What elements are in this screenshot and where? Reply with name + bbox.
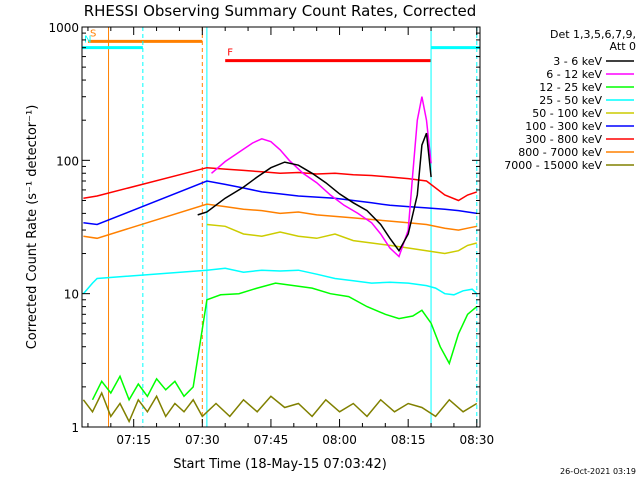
y-tick-label: 1000 <box>48 21 79 35</box>
legend-label: 6 - 12 keV <box>546 68 602 81</box>
y-axis-label: Corrected Count Rate (s⁻¹ detector⁻¹) <box>25 105 40 350</box>
series-line <box>211 96 432 258</box>
y-tick-label: 100 <box>56 154 79 168</box>
legend-label: 300 - 800 keV <box>525 133 602 146</box>
legend-label: 7000 - 15000 keV <box>504 159 602 172</box>
legend-label: 800 - 7000 keV <box>518 146 602 159</box>
series-line <box>197 132 432 253</box>
plot-frame <box>81 26 481 428</box>
plot-area: SN F <box>82 27 480 427</box>
annotation-label: S <box>90 28 96 39</box>
x-tick-label: 08:00 <box>322 433 357 447</box>
series-line <box>82 391 478 424</box>
legend-label: 25 - 50 keV <box>539 94 602 107</box>
chart-title: RHESSI Observing Summary Count Rates, Co… <box>84 2 477 20</box>
legend-label: 100 - 300 keV <box>525 120 602 133</box>
x-tick-label: 07:30 <box>185 433 220 447</box>
x-tick-label: 07:15 <box>116 433 151 447</box>
y-tick-label: 10 <box>64 288 79 302</box>
series-line <box>206 223 477 255</box>
series-line <box>91 282 478 402</box>
legend-label: 3 - 6 keV <box>553 55 602 68</box>
legend-header: Att 0 <box>610 40 636 53</box>
annotation-label: F <box>227 48 233 59</box>
x-axis-label: Start Time (18-May-15 07:03:42) <box>173 457 387 472</box>
timestamp: 26-Oct-2021 03:19 <box>560 467 636 476</box>
legend-label: 50 - 100 keV <box>532 107 602 120</box>
series-line <box>83 203 477 240</box>
axis-ticks: 1 10 100 1000 07:15 07:30 07:45 08:00 08:15 08:30 <box>48 21 494 447</box>
y-tick-label: 1 <box>71 421 79 435</box>
x-tick-label: 08:15 <box>391 433 426 447</box>
legend-label: 12 - 25 keV <box>539 81 602 94</box>
series-line <box>82 267 478 296</box>
x-tick-label: 08:30 <box>460 433 495 447</box>
annotation-label: N <box>84 35 91 46</box>
legend-header: Det 1,3,5,6,7,9, <box>550 28 636 41</box>
x-tick-label: 07:45 <box>254 433 289 447</box>
series-line <box>83 166 478 202</box>
